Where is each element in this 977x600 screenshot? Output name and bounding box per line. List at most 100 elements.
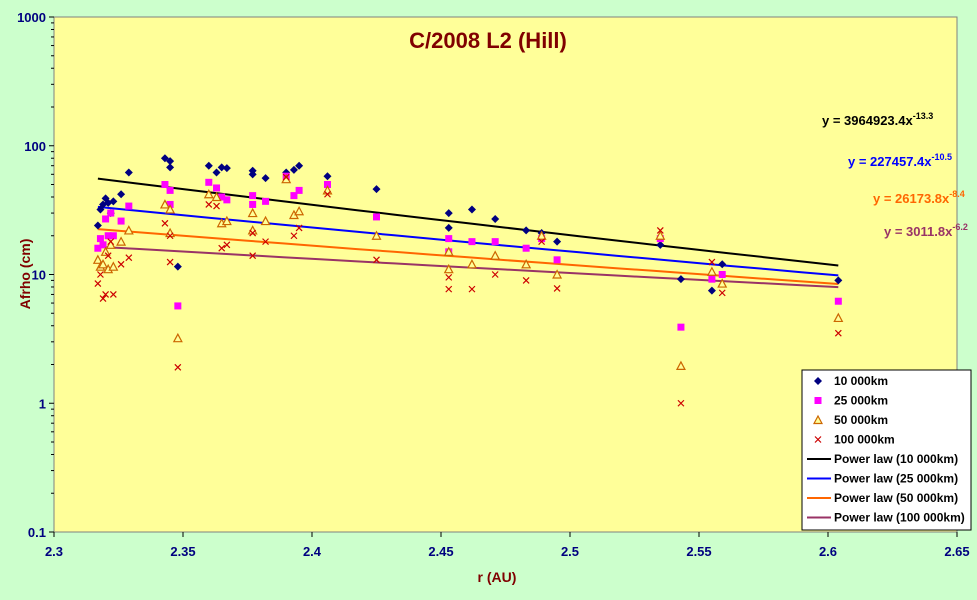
data-point: [490, 250, 501, 260]
data-point: [159, 199, 170, 209]
data-point: [707, 286, 716, 295]
data-point: [166, 186, 174, 194]
data-point: [677, 323, 685, 331]
data-point: [445, 235, 453, 243]
data-point: [166, 157, 175, 166]
data-point: [172, 332, 183, 343]
fit-equation-exponent: -6.2: [952, 222, 968, 232]
legend-label: 50 000km: [834, 413, 888, 427]
fit-equation: y = 227457.4x-10.5: [848, 152, 952, 169]
data-point: [833, 312, 844, 323]
data-point: [522, 226, 531, 235]
data-point: [204, 161, 213, 170]
data-point: [553, 284, 561, 292]
legend-box: [801, 369, 972, 531]
data-point: [100, 246, 111, 256]
data-point: [165, 204, 176, 214]
data-point: [173, 262, 182, 271]
data-point: [107, 209, 115, 217]
x-tick-label: 2.3: [45, 544, 63, 559]
data-point: [468, 285, 476, 293]
data-point: [677, 399, 685, 407]
fit-equation: y = 3011.8x-6.2: [884, 222, 968, 239]
x-axis: 2.3 2.35 2.4 2.45 2.5 2.55 2.6 2.65: [45, 532, 970, 559]
fit-equations: y = 3964923.4x-13.3 y = 227457.4x-10.5 y =…: [822, 111, 968, 239]
data-point: [94, 244, 102, 252]
data-point: [104, 232, 112, 240]
data-point: [521, 259, 532, 269]
data-point: [98, 259, 109, 269]
legend-label: Power law (25 000km): [834, 472, 958, 486]
data-point: [491, 271, 499, 278]
data-point: [295, 186, 303, 194]
data-point: [261, 174, 270, 183]
data-point: [262, 238, 269, 246]
data-point: [249, 200, 257, 208]
data-point: [656, 240, 665, 249]
data-point: [467, 205, 476, 214]
legend-label: Power law (100 000km): [834, 511, 965, 525]
y-tick-label: 1: [39, 396, 46, 411]
data-point: [212, 168, 221, 177]
data-point: [536, 230, 547, 240]
data-point: [222, 164, 231, 173]
data-point: [109, 291, 117, 298]
data-point: [294, 205, 305, 216]
data-point: [656, 226, 664, 234]
fit-equation-base: y = 3011.8x: [884, 224, 953, 239]
data-point: [99, 295, 107, 303]
data-point: [117, 190, 126, 199]
data-point: [443, 263, 454, 274]
data-point: [444, 223, 453, 232]
data-point: [123, 225, 134, 235]
data-point: [105, 239, 116, 249]
fit-equation: y = 3964923.4x-13.3: [822, 111, 933, 128]
fit-equation-exponent: -10.5: [932, 152, 953, 162]
data-point: [491, 214, 500, 223]
data-point: [676, 275, 685, 284]
data-point: [718, 289, 726, 297]
data-point: [247, 225, 258, 235]
y-tick-label: 10: [32, 268, 46, 283]
data-point: [161, 219, 169, 227]
data-point: [104, 252, 112, 260]
data-point: [166, 258, 174, 266]
data-point: [538, 238, 546, 246]
data-point: [262, 197, 270, 205]
data-point: [217, 163, 226, 172]
data-point: [373, 213, 380, 221]
x-axis-label: r (AU): [478, 569, 517, 585]
data-point: [125, 202, 133, 210]
fit-equation-exponent: -8.4: [949, 189, 965, 199]
legend-label: 25 000km: [834, 394, 888, 408]
data-point: [203, 188, 214, 199]
legend: 10 000km 25 000km 50 000km 100 000km Power l…: [801, 369, 972, 531]
chart-title: C/2008 L2 (Hill): [409, 28, 567, 53]
data-point: [295, 161, 304, 170]
data-point: [174, 363, 182, 371]
data-point: [161, 181, 169, 189]
data-point: [223, 241, 231, 249]
data-point: [522, 244, 530, 252]
legend-marker: [814, 436, 822, 443]
legend-label: Power law (50 000km): [834, 491, 958, 505]
data-point: [445, 285, 453, 293]
fit-equation-base: y = 26173.8x: [873, 191, 950, 206]
data-point: [443, 246, 454, 256]
data-point: [249, 229, 257, 237]
y-axis: 0.1 1 10 100 1000: [17, 10, 54, 540]
data-point: [553, 256, 561, 264]
data-point: [717, 278, 728, 288]
data-point: [706, 266, 717, 276]
data-point: [213, 202, 220, 210]
data-point: [116, 236, 127, 246]
legend-label: 100 000km: [834, 433, 895, 447]
data-point: [107, 238, 115, 246]
x-tick-label: 2.55: [686, 544, 711, 559]
data-point: [522, 276, 530, 284]
legend-label: Power law (10 000km): [834, 452, 958, 466]
data-point: [213, 184, 221, 192]
data-point: [97, 271, 104, 278]
data-point: [466, 259, 477, 269]
legend-marker: [813, 414, 823, 425]
